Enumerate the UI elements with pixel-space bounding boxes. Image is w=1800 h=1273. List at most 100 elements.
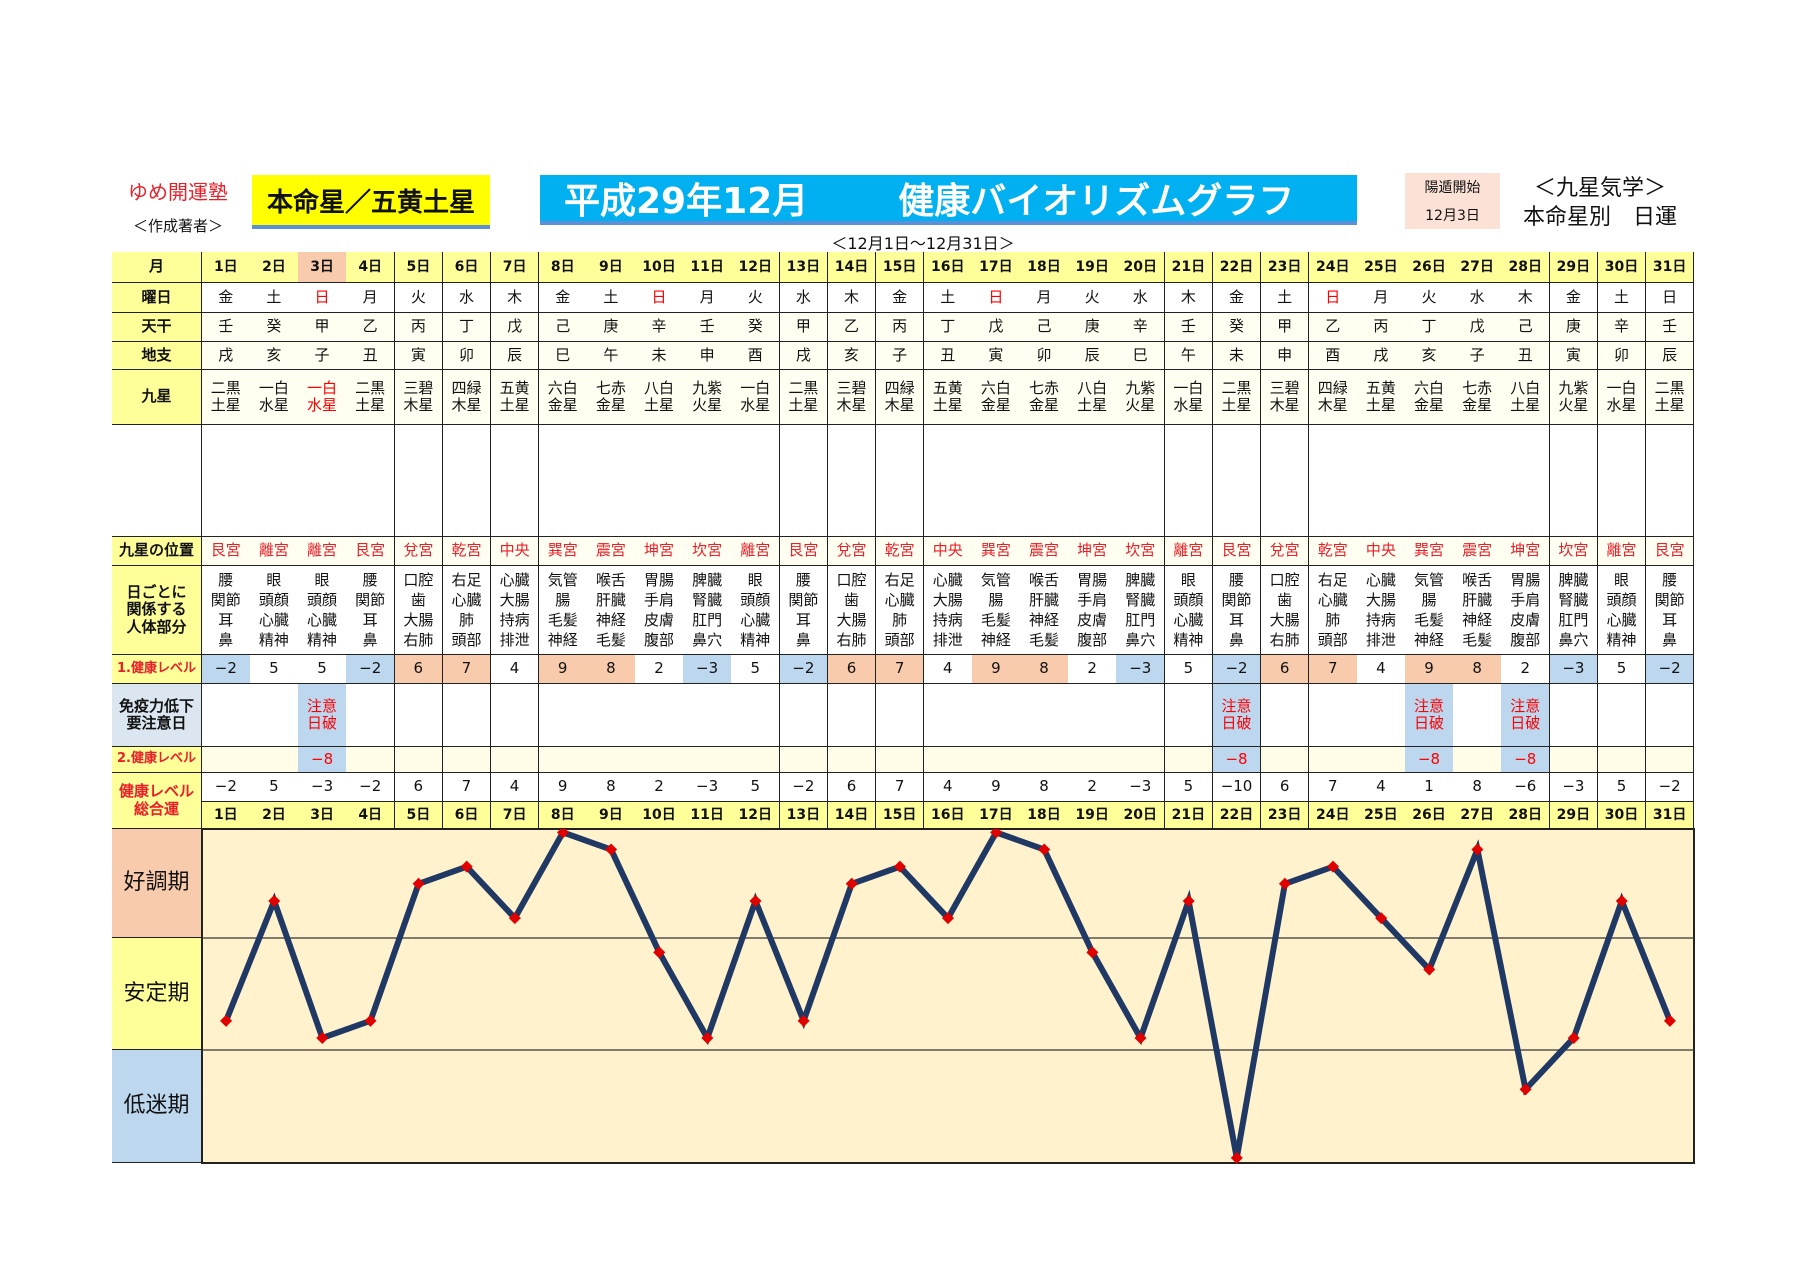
legend-blank-cell — [1405, 425, 1454, 537]
stem-cell: 庚 — [1549, 313, 1599, 342]
data-point-marker — [1615, 894, 1628, 907]
legend-blank-cell — [490, 425, 540, 537]
day-header-cell: 13日 — [779, 252, 829, 283]
star-label: 九星 — [112, 370, 202, 425]
day-footer-cell: 30日 — [1597, 802, 1647, 829]
total-cell: 6 — [394, 773, 444, 802]
data-point-marker — [220, 1014, 233, 1027]
data-point-marker — [942, 912, 954, 925]
branch-cell: 巳 — [1116, 342, 1166, 370]
level2-cell — [1116, 747, 1166, 773]
level1-cell: 5 — [1597, 655, 1647, 684]
stem-cell: 庚 — [1068, 313, 1117, 342]
caution-cell — [635, 684, 684, 747]
weekday-cell: 日 — [298, 283, 347, 313]
band-label-good: 好調期 — [112, 829, 202, 938]
caution-cell — [1549, 684, 1599, 747]
position-cell: 坎宮 — [683, 537, 732, 566]
branch-cell: 酉 — [731, 342, 781, 370]
weekday-cell: 水 — [1116, 283, 1166, 313]
caution-cell — [1597, 684, 1647, 747]
weekday-cell: 土 — [1260, 283, 1310, 313]
star-cell: 三碧 木星 — [394, 370, 444, 425]
position-cell: 乾宮 — [442, 537, 492, 566]
plot-area — [201, 828, 1695, 1164]
total-cell: −3 — [1549, 773, 1599, 802]
level1-cell: −2 — [1645, 655, 1695, 684]
body-part-cell: 口腔 歯 大腸 右肺 — [1260, 566, 1310, 655]
legend-blank-cell — [1164, 425, 1214, 537]
body-part-cell: 気管 腸 毛髪 神経 — [538, 566, 588, 655]
branch-cell: 辰 — [490, 342, 540, 370]
data-point-marker — [1423, 963, 1436, 976]
stem-cell: 戊 — [1453, 313, 1502, 342]
position-cell: 艮宮 — [202, 537, 251, 566]
star-cell: 八白 土星 — [635, 370, 684, 425]
branch-cell: 寅 — [394, 342, 444, 370]
stem-cell: 壬 — [1645, 313, 1695, 342]
total-cell: 9 — [972, 773, 1021, 802]
body-part-cell: 胃腸 手肩 皮膚 腹部 — [1068, 566, 1117, 655]
body-part-cell: 腰 関節 耳 鼻 — [346, 566, 395, 655]
legend-blank-cell — [1116, 425, 1166, 537]
legend-blank-cell — [923, 425, 973, 537]
day-header-cell: 27日 — [1453, 252, 1502, 283]
day-header-cell: 22日 — [1212, 252, 1262, 283]
position-cell: 艮宮 — [1212, 537, 1262, 566]
weekday-cell: 日 — [1308, 283, 1358, 313]
position-cell: 中央 — [923, 537, 973, 566]
weekday-cell: 水 — [779, 283, 829, 313]
day-footer-cell: 29日 — [1549, 802, 1599, 829]
legend-blank-cell — [683, 425, 732, 537]
level1-cell: 8 — [1020, 655, 1069, 684]
data-point-marker — [1086, 946, 1099, 959]
day-header-cell: 6日 — [442, 252, 492, 283]
page-title: 平成29年12月 健康バイオリズムグラフ — [540, 175, 1357, 225]
star-cell: 四緑 木星 — [1308, 370, 1358, 425]
day-footer-cell: 25日 — [1357, 802, 1406, 829]
level1-cell: 2 — [1501, 655, 1551, 684]
branch-cell: 丑 — [923, 342, 973, 370]
caution-cell — [1260, 684, 1310, 747]
weekday-cell: 土 — [587, 283, 636, 313]
data-point-marker — [508, 912, 521, 925]
day-header-cell: 7日 — [490, 252, 540, 283]
level2-cell — [538, 747, 588, 773]
total-cell: 6 — [827, 773, 877, 802]
day-footer-cell: 4日 — [346, 802, 395, 829]
position-cell: 乾宮 — [1308, 537, 1358, 566]
body-part-cell: 眼 頭顔 心臓 精神 — [298, 566, 347, 655]
legend-blank-cell — [346, 425, 395, 537]
level1-cell: 2 — [1068, 655, 1117, 684]
body-part-cell: 心臓 大腸 持病 排泄 — [1357, 566, 1406, 655]
caution-cell — [1357, 684, 1406, 747]
level2-cell — [1453, 747, 1502, 773]
day-footer-cell: 31日 — [1645, 802, 1695, 829]
caution-cell — [1068, 684, 1117, 747]
stem-cell: 壬 — [1164, 313, 1214, 342]
stem-cell: 丁 — [923, 313, 973, 342]
caution-cell — [250, 684, 299, 747]
position-cell: 坎宮 — [1549, 537, 1599, 566]
day-header-cell: 24日 — [1308, 252, 1358, 283]
star-cell: 一白 水星 — [731, 370, 781, 425]
legend-blank-cell — [298, 425, 347, 537]
weekday-cell: 火 — [1405, 283, 1454, 313]
day-footer-cell: 9日 — [587, 802, 636, 829]
stem-cell: 癸 — [250, 313, 299, 342]
data-point-marker — [1471, 843, 1484, 856]
stem-cell: 丁 — [1405, 313, 1454, 342]
level1-cell: −2 — [346, 655, 395, 684]
day-header-cell: 21日 — [1164, 252, 1214, 283]
total-cell: 8 — [587, 773, 636, 802]
level2-cell — [587, 747, 636, 773]
total-cell: −3 — [683, 773, 732, 802]
level1-cell: 5 — [1164, 655, 1214, 684]
data-point-marker — [1230, 1151, 1243, 1164]
level2-label: 2.健康レベル — [112, 747, 202, 773]
body-part-cell: 気管 腸 毛髪 神経 — [972, 566, 1021, 655]
branch-cell: 未 — [1212, 342, 1262, 370]
level2-cell — [1164, 747, 1214, 773]
level1-cell: 5 — [298, 655, 347, 684]
legend-blank-cell — [587, 425, 636, 537]
